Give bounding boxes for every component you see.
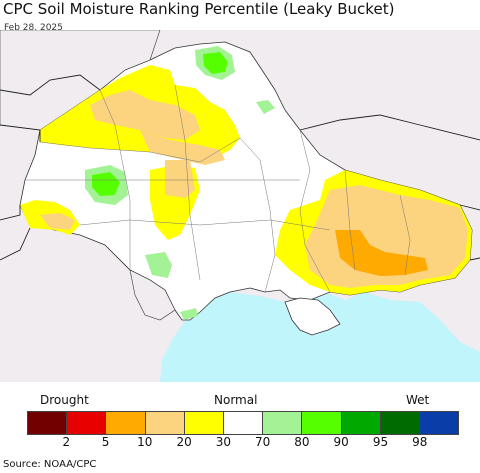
dry-20-mid [165,160,195,198]
legend-tick-label: 5 [101,435,110,449]
wet-90-north [203,52,228,74]
legend-swatch [223,412,264,434]
legend-swatch [341,412,381,434]
wet-80-east [256,100,275,114]
wet-80-south [145,252,172,278]
legend-swatch [145,412,185,434]
legend-swatch [419,412,459,434]
legend-swatch [184,412,224,434]
dry-20-sw [40,213,75,230]
legend-tick-label: 70 [254,435,271,449]
wet-80-coast [180,308,198,320]
moldova-region [129,269,176,321]
soil-moisture-map [0,30,480,382]
dry-10-east [335,230,428,276]
legend-swatch [28,412,68,434]
legend-swatch [263,412,303,434]
legend-tick-label: 20 [176,435,192,449]
map-title: CPC Soil Moisture Ranking Percentile (Le… [3,0,395,18]
legend-tick-label: 2 [62,435,71,449]
legend-drought-label: Drought [40,393,89,407]
province-borders [25,84,411,293]
source-credit: Source: NOAA/CPC [3,459,97,470]
legend-color-bar [27,411,459,435]
legend-tick-label: 98 [412,435,428,449]
crimea-region [284,297,341,336]
country-borders [0,74,480,261]
legend-tick-label: 30 [215,435,231,449]
legend-swatch [67,412,107,434]
legend-tick-label: 90 [333,435,349,449]
black-sea [160,292,480,382]
legend-ticks: 2 5 10 20 30 70 80 90 95 98 [0,435,480,451]
legend-swatch [380,412,420,434]
legend-tick-label: 80 [294,435,310,449]
legend-swatch [302,412,342,434]
legend-tick-label: 95 [372,435,389,449]
legend-tick-label: 10 [137,435,153,449]
dry-20-north [90,90,200,140]
dry-20-center [140,130,225,165]
legend-wet-label: Wet [406,393,430,407]
legend-swatch [106,412,146,434]
map-date: Feb 28, 2025 [4,23,63,33]
legend-normal-label: Normal [214,393,258,407]
wet-90-west [92,172,120,196]
